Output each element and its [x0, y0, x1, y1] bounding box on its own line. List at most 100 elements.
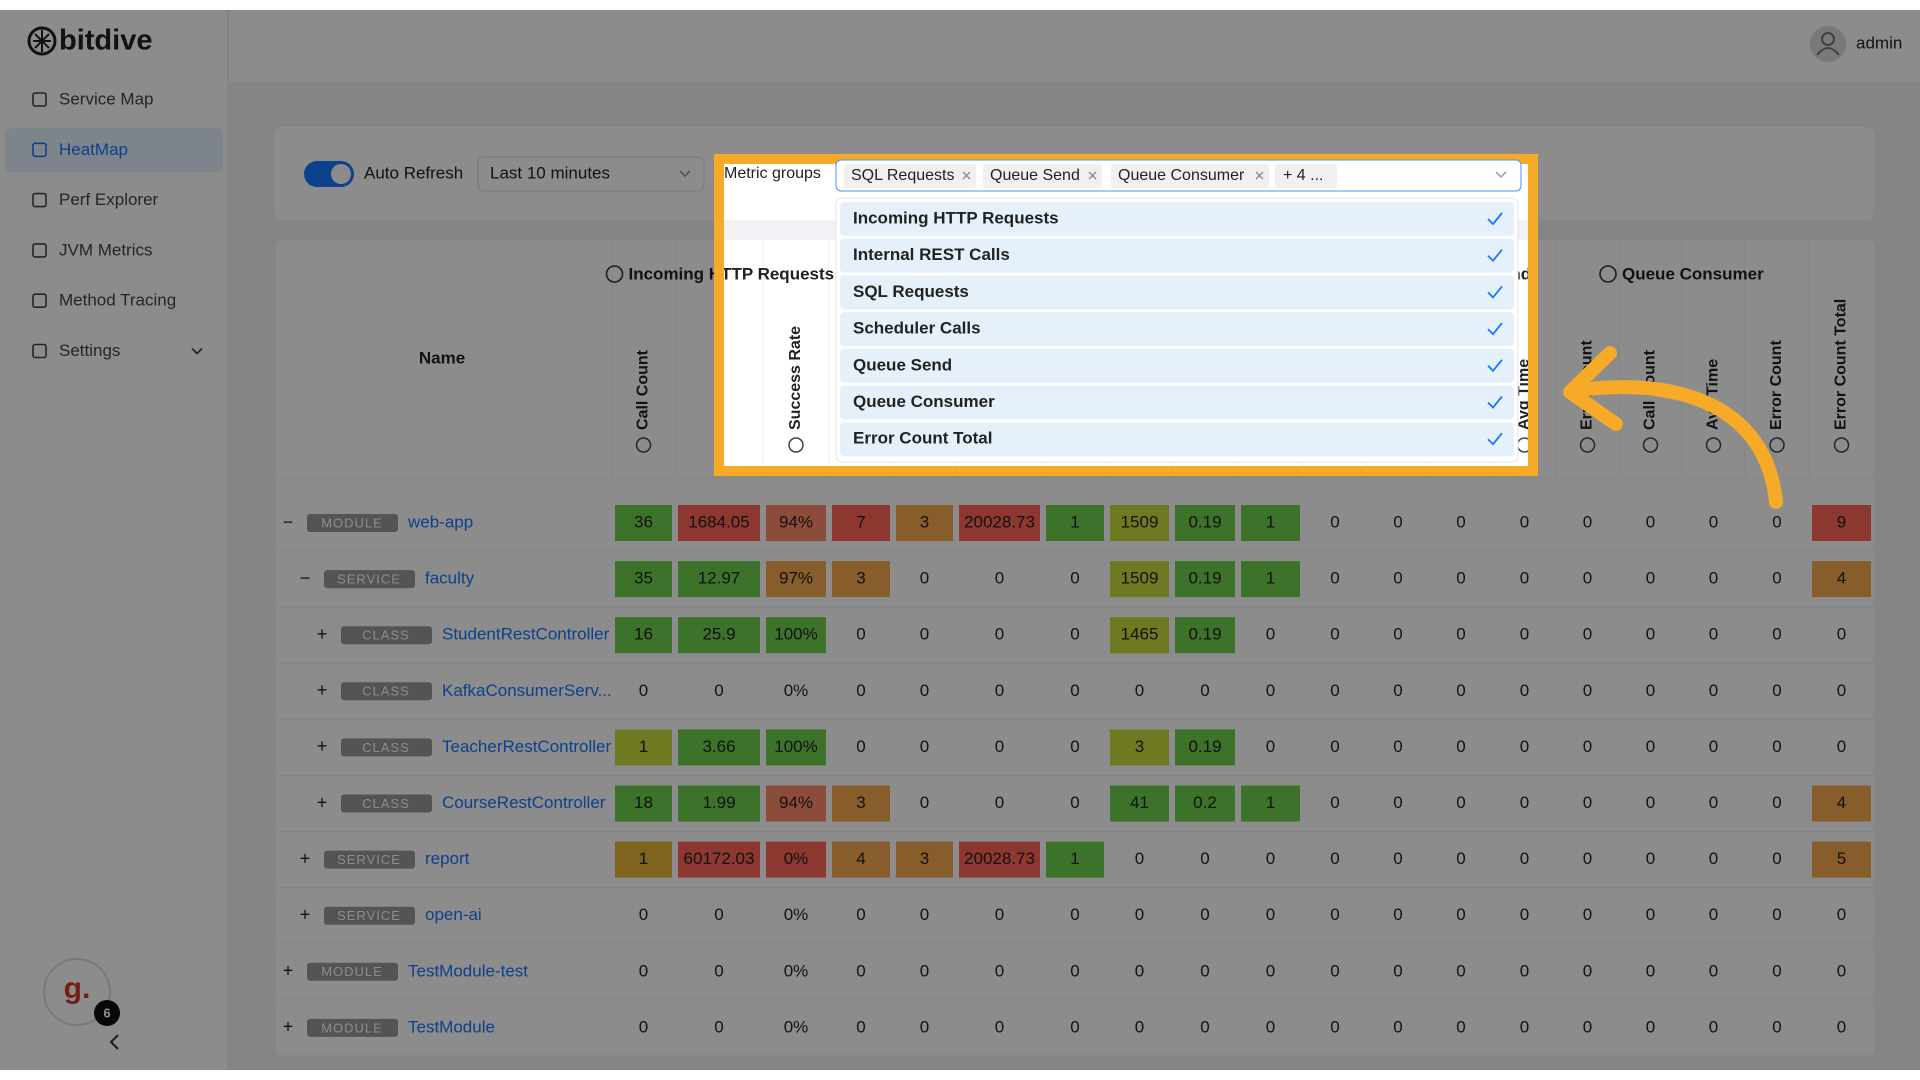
- row-toggle[interactable]: −: [300, 568, 311, 588]
- option-label[interactable]: Queue Send: [853, 355, 952, 374]
- option-bg[interactable]: [840, 348, 1514, 383]
- cell-value: 0: [1456, 681, 1465, 700]
- cell-value: 0: [1646, 905, 1655, 924]
- user-icon: [1816, 47, 1840, 56]
- row-toggle[interactable]: +: [317, 792, 328, 812]
- collapse-button[interactable]: [109, 1034, 119, 1050]
- tag-remove[interactable]: [962, 171, 971, 180]
- row-toggle[interactable]: +: [300, 848, 311, 868]
- cell-value: 94%: [779, 793, 813, 812]
- cell-value: 1509: [1121, 512, 1159, 531]
- option-bg[interactable]: [840, 202, 1514, 236]
- option-bg[interactable]: [840, 275, 1514, 310]
- cell-value: 0: [1266, 681, 1275, 700]
- range-select[interactable]: [477, 156, 705, 192]
- cell-value: 0: [1646, 569, 1655, 588]
- option-label[interactable]: Incoming HTTP Requests: [853, 208, 1059, 227]
- heat-cell: [1110, 729, 1169, 766]
- cell-value: 1: [639, 737, 648, 756]
- cell-value: 0: [1837, 1017, 1846, 1036]
- row-name[interactable]: CourseRestController: [442, 793, 606, 812]
- row-toggle[interactable]: +: [317, 624, 328, 644]
- row-name[interactable]: KafkaConsumerServ...: [442, 681, 612, 700]
- cell-value: 1: [1070, 512, 1079, 531]
- heat-cell: [896, 505, 953, 541]
- row-name[interactable]: TestModule-test: [408, 961, 528, 980]
- select-chevron: [679, 170, 691, 178]
- cell-value: 0: [1520, 512, 1529, 531]
- column-header: Success Rate: [787, 326, 804, 430]
- row-name[interactable]: StudentRestController: [442, 625, 610, 644]
- option-label[interactable]: Internal REST Calls: [853, 245, 1010, 264]
- option-bg[interactable]: [840, 385, 1514, 420]
- tag-remove[interactable]: [1088, 171, 1097, 180]
- option-label[interactable]: SQL Requests: [853, 282, 969, 301]
- cell-value: 0: [1772, 737, 1781, 756]
- cell-value: 0: [1330, 512, 1339, 531]
- cell-value: 0: [920, 793, 929, 812]
- row-name[interactable]: TestModule: [408, 1017, 495, 1036]
- row-name[interactable]: TeacherRestController: [442, 737, 611, 756]
- cell-value: 0.19: [1188, 625, 1221, 644]
- nav-item[interactable]: JVM Metrics: [59, 240, 153, 259]
- cell-value: 0: [1393, 849, 1402, 868]
- cell-value: 0: [1070, 905, 1079, 924]
- option-label[interactable]: Scheduler Calls: [853, 319, 981, 338]
- cell-value: 0: [1200, 849, 1209, 868]
- row-toggle[interactable]: +: [317, 736, 328, 756]
- cell-value: 0: [1393, 1017, 1402, 1036]
- nav-item[interactable]: HeatMap: [59, 140, 128, 159]
- row-name[interactable]: report: [425, 849, 470, 868]
- column-header: Error Count: [1768, 340, 1785, 430]
- cell-value: 0: [856, 737, 865, 756]
- option-label[interactable]: Queue Consumer: [853, 392, 995, 411]
- heat-cell: [615, 505, 672, 541]
- row-toggle[interactable]: +: [317, 680, 328, 700]
- cell-value: 0: [856, 625, 865, 644]
- cell-value: 0: [920, 1017, 929, 1036]
- heat-cell: [959, 505, 1040, 541]
- kind-badge: [341, 738, 432, 757]
- cell-value: 0: [1520, 905, 1529, 924]
- option-check: [1487, 285, 1503, 299]
- option-bg[interactable]: [840, 422, 1514, 457]
- option-check: [1487, 212, 1503, 226]
- row-toggle[interactable]: +: [283, 961, 294, 981]
- kind-badge-label: CLASS: [362, 796, 410, 811]
- cell-value: 3: [856, 569, 865, 588]
- cell-value: 0%: [784, 961, 809, 980]
- nav-item[interactable]: Perf Explorer: [59, 190, 159, 209]
- option-bg[interactable]: [840, 238, 1514, 273]
- row-name[interactable]: open-ai: [425, 905, 482, 924]
- cell-value: 0: [1709, 793, 1718, 812]
- helper-avatar[interactable]: [43, 958, 111, 1026]
- row-name[interactable]: faculty: [425, 569, 475, 588]
- cell-value: 0: [920, 737, 929, 756]
- cell-value: 0.19: [1188, 569, 1221, 588]
- cell-value: 0: [1070, 1017, 1079, 1036]
- cell-value: 0: [1583, 625, 1592, 644]
- cell-value: 0%: [784, 849, 809, 868]
- heat-cell: [1110, 505, 1169, 541]
- tag-remove[interactable]: [1255, 171, 1264, 180]
- row-toggle[interactable]: −: [283, 512, 294, 532]
- nav-icon: [32, 142, 47, 158]
- nav-item[interactable]: Settings: [59, 341, 120, 360]
- nav-item[interactable]: Service Map: [59, 89, 153, 108]
- option-label[interactable]: Error Count Total: [853, 429, 992, 448]
- column-header: Call Count: [635, 349, 652, 430]
- cell-value: 0: [1520, 1017, 1529, 1036]
- row-toggle[interactable]: +: [300, 904, 311, 924]
- nav-item[interactable]: Method Tracing: [59, 291, 176, 310]
- cell-value: 0: [1772, 1017, 1781, 1036]
- user-name[interactable]: admin: [1856, 33, 1902, 52]
- select-chevron: [1495, 171, 1507, 179]
- cell-value: 0: [1772, 681, 1781, 700]
- row-toggle[interactable]: +: [283, 1017, 294, 1037]
- option-bg[interactable]: [840, 312, 1514, 347]
- cell-value: 0: [1520, 569, 1529, 588]
- row-name[interactable]: web-app: [407, 512, 473, 531]
- cell-value: 0: [714, 905, 723, 924]
- column-icon: [1769, 437, 1785, 453]
